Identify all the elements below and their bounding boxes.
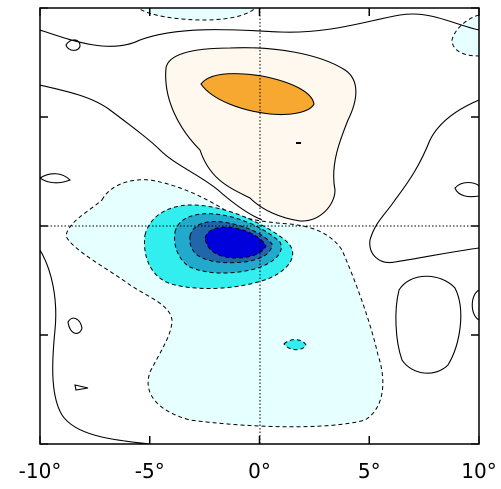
contour-line [75,385,88,390]
contour-line [68,318,82,333]
negative-edge-region-top [138,8,255,20]
x-tick-label: -10° [19,459,62,483]
x-tick-label: 10° [461,459,496,483]
contour-line [66,40,80,51]
x-tick-label: -5° [135,459,165,483]
negative-edge-region-right [452,15,479,56]
x-axis-tick-labels: -10° -5° 0° 5° 10° [19,459,497,483]
contour-line [455,183,479,197]
x-tick-label: 5° [358,459,381,483]
x-tick-label: 0° [248,459,271,483]
contour-line [40,174,70,183]
contour-line [472,290,479,320]
contour-line [396,276,461,373]
contour-line [370,100,479,263]
